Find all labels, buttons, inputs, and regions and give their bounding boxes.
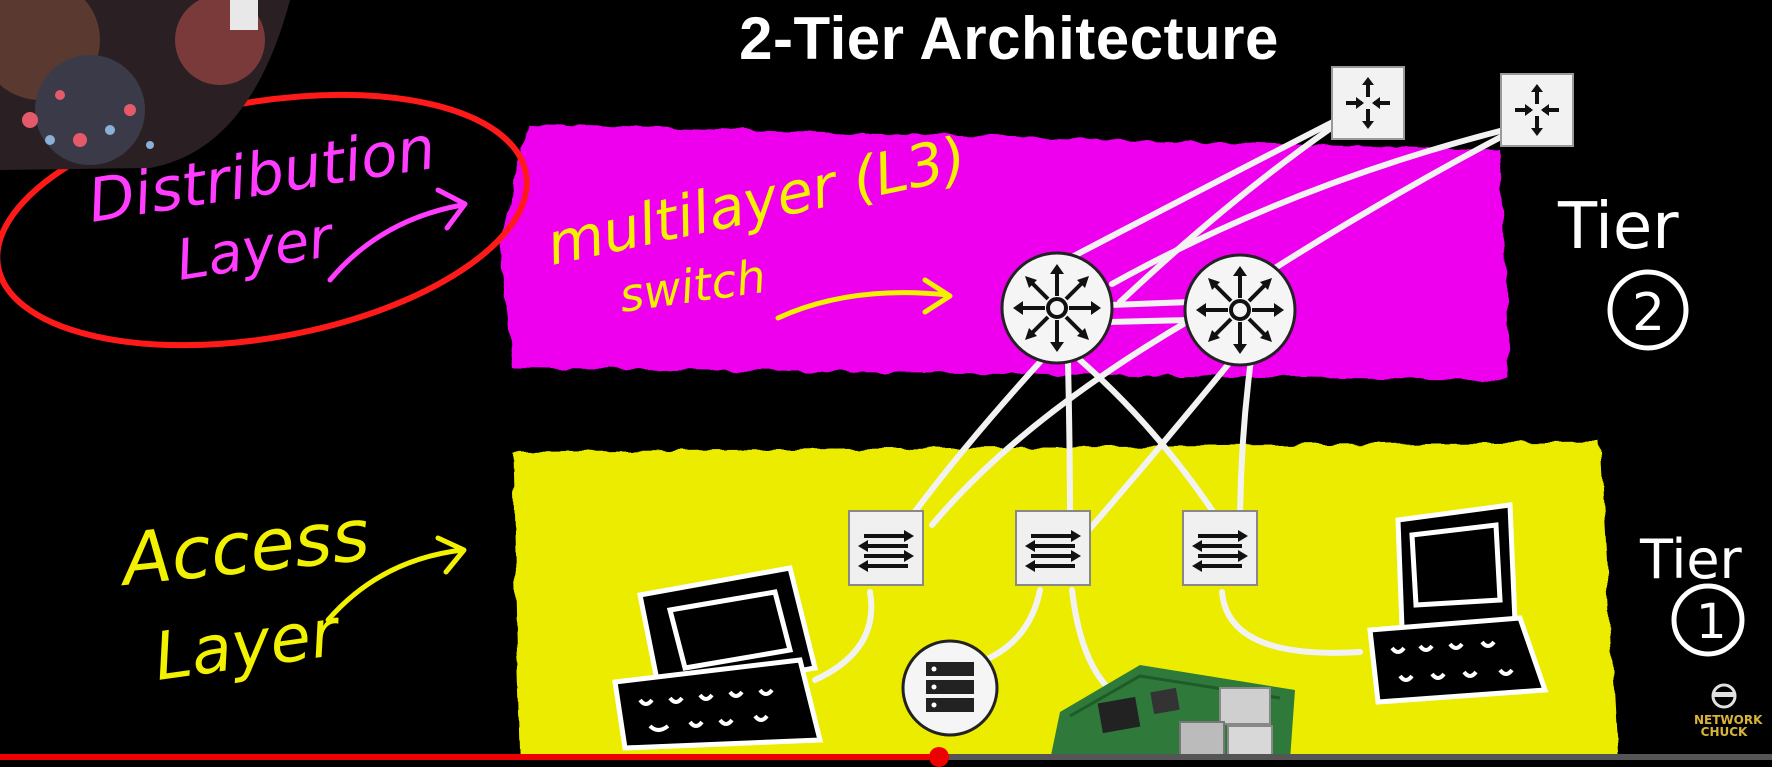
multilayer-switch-icon-2[interactable] [1183, 253, 1297, 367]
router-icon-2[interactable] [1499, 72, 1575, 148]
tier1-number: 1 [1696, 594, 1727, 650]
tier1-circle [1671, 583, 1745, 657]
router-icon-1[interactable] [1330, 65, 1406, 141]
access-arrow [325, 535, 467, 623]
computer-icon-left[interactable] [612, 565, 824, 751]
video-progress-fill [0, 754, 940, 760]
logo-head-icon [1711, 683, 1737, 709]
video-progress-bar[interactable] [0, 747, 1772, 767]
logo-line1: NETWORK [1694, 713, 1763, 727]
network-cables [812, 100, 1523, 693]
tier2-number: 2 [1632, 283, 1665, 343]
page-title: 2-Tier Architecture [739, 5, 1279, 72]
raspberry-pi-board[interactable] [1050, 665, 1295, 760]
multilayer-arrow [775, 277, 953, 321]
access-switch-icon-2[interactable] [1014, 509, 1092, 587]
video-scrubber-handle[interactable] [929, 747, 950, 767]
multilayer-switch-icon-1[interactable] [1000, 251, 1114, 365]
logo-line2: CHUCK [1700, 725, 1748, 739]
access-label-line1: Access [114, 492, 373, 602]
tier2-circle [1607, 269, 1689, 351]
access-switch-icon-1[interactable] [847, 509, 925, 587]
access-switch-icon-3[interactable] [1181, 509, 1259, 587]
presenter-webcam-graphic [0, 0, 290, 170]
access-label-line2: Layer [150, 593, 347, 695]
server-icon[interactable] [901, 639, 999, 737]
tier2-label: Tier [1557, 190, 1679, 264]
presenter-webcam [0, 0, 290, 170]
computer-icon-right[interactable] [1367, 502, 1549, 705]
tier1-label: Tier [1639, 528, 1743, 591]
networkchuck-logo: NETWORK CHUCK [1694, 682, 1763, 744]
distribution-arrow [327, 187, 468, 283]
